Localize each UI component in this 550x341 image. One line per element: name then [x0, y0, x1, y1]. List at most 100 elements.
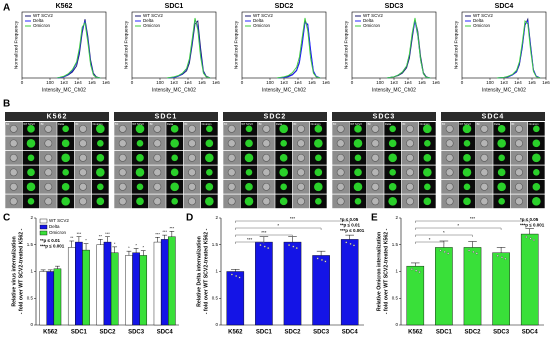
image-column-label: WT SCV2: [241, 122, 253, 126]
green-signal: [26, 182, 36, 192]
legend-label: Delta: [473, 18, 484, 23]
chart-title: SDC1: [165, 3, 184, 10]
replicate-dot: [238, 276, 241, 279]
cell-outline: [406, 153, 414, 162]
x-tick-label: 1e4: [514, 80, 522, 85]
cell-outline: [44, 124, 53, 133]
legend-label: Omicron: [473, 23, 490, 28]
replicate-dot: [472, 250, 475, 253]
y-tick-label: 0: [395, 322, 398, 327]
cell-outline: [336, 182, 345, 191]
significance-label: *: [457, 223, 459, 228]
series-line: [496, 19, 541, 79]
x-tick-label: 100: [486, 80, 494, 85]
x-tick-label: 1e5: [198, 80, 206, 85]
green-signal: [497, 182, 506, 192]
replicate-dot: [447, 252, 450, 255]
green-signal: [532, 153, 541, 163]
x-tick-label: K562: [43, 330, 58, 336]
bar: [132, 252, 140, 326]
cell-outline: [515, 139, 523, 148]
significance-legend: **p ≤ 0.01: [340, 223, 360, 228]
green-signal: [280, 183, 287, 191]
green-signal: [97, 183, 104, 191]
series-line: [496, 17, 541, 79]
bar: [82, 249, 90, 326]
green-signal: [389, 169, 396, 176]
series-line: [386, 17, 431, 79]
image-column-label: Omicron: [420, 122, 430, 126]
green-signal: [423, 124, 432, 134]
cell-outline: [262, 139, 271, 148]
green-signal: [97, 140, 104, 147]
green-signal: [497, 125, 506, 133]
significance-bracket: [235, 234, 293, 237]
image-column-label: Delta: [58, 122, 65, 126]
green-signal: [314, 182, 323, 192]
replicate-dot: [324, 260, 327, 263]
legend-label: Delta: [49, 224, 60, 229]
green-signal: [498, 198, 505, 205]
cell-outline: [445, 139, 454, 148]
cell-outline: [9, 153, 18, 162]
bar: [520, 233, 539, 326]
image-column-label: BF: [6, 122, 10, 126]
green-signal: [245, 169, 253, 176]
bar: [139, 255, 148, 326]
green-signal: [463, 154, 471, 162]
significance-label: ***: [155, 231, 160, 236]
replicate-dot: [468, 249, 471, 252]
green-signal: [61, 183, 70, 191]
green-signal: [354, 125, 362, 133]
bar: [46, 271, 55, 326]
replicate-dot: [418, 271, 421, 274]
green-signal: [245, 139, 253, 148]
green-signal: [135, 124, 145, 134]
legend-label: WT SCV2: [49, 218, 69, 223]
green-signal: [245, 183, 253, 191]
cell-outline: [480, 139, 489, 148]
cell-outline: [515, 124, 523, 133]
bar: [340, 239, 359, 326]
green-signal: [315, 198, 322, 205]
significance-label: *: [135, 243, 137, 248]
cell-outline: [406, 139, 414, 148]
green-signal: [354, 168, 362, 177]
cell-outline: [445, 182, 454, 191]
bar: [255, 241, 273, 326]
cell-outline: [79, 124, 87, 133]
green-signal: [244, 153, 254, 163]
y-axis-label: - fold over WT SCV2-treated K562 -: [203, 228, 209, 314]
legend-label: Omicron: [363, 23, 380, 28]
error-bar: [316, 250, 326, 256]
green-signal: [279, 124, 288, 134]
image-panel-title: SDC3: [373, 114, 396, 121]
replicate-dot: [349, 242, 352, 245]
error-bar: [468, 241, 477, 248]
x-tick-label: 0: [351, 80, 354, 85]
error-bar: [162, 234, 168, 240]
y-axis-label: Relative Delta internalization: [196, 236, 202, 307]
legend-swatch: [39, 218, 48, 224]
cell-outline: [227, 153, 236, 162]
x-axis-label: Intensity_MC_Ch02: [372, 87, 416, 93]
replicate-dot: [288, 244, 291, 247]
replicate-dot: [504, 257, 507, 260]
green-signal: [96, 168, 105, 177]
chart-title: K562: [56, 3, 73, 10]
x-tick-label: SDC4: [157, 330, 174, 336]
green-signal: [314, 168, 323, 177]
green-signal: [279, 197, 288, 206]
image-panel-header: [114, 112, 218, 121]
y-tick-label: 1: [215, 269, 218, 274]
cell-outline: [480, 153, 489, 162]
bar: [39, 271, 47, 326]
green-signal: [61, 139, 70, 148]
cell-outline: [262, 153, 271, 162]
replicate-dot: [415, 269, 418, 272]
image-column-label: BF: [115, 122, 119, 126]
error-bar: [97, 239, 103, 245]
cell-outline: [118, 124, 127, 133]
cell-outline: [297, 139, 305, 148]
image-column-label: Delta: [494, 122, 501, 126]
